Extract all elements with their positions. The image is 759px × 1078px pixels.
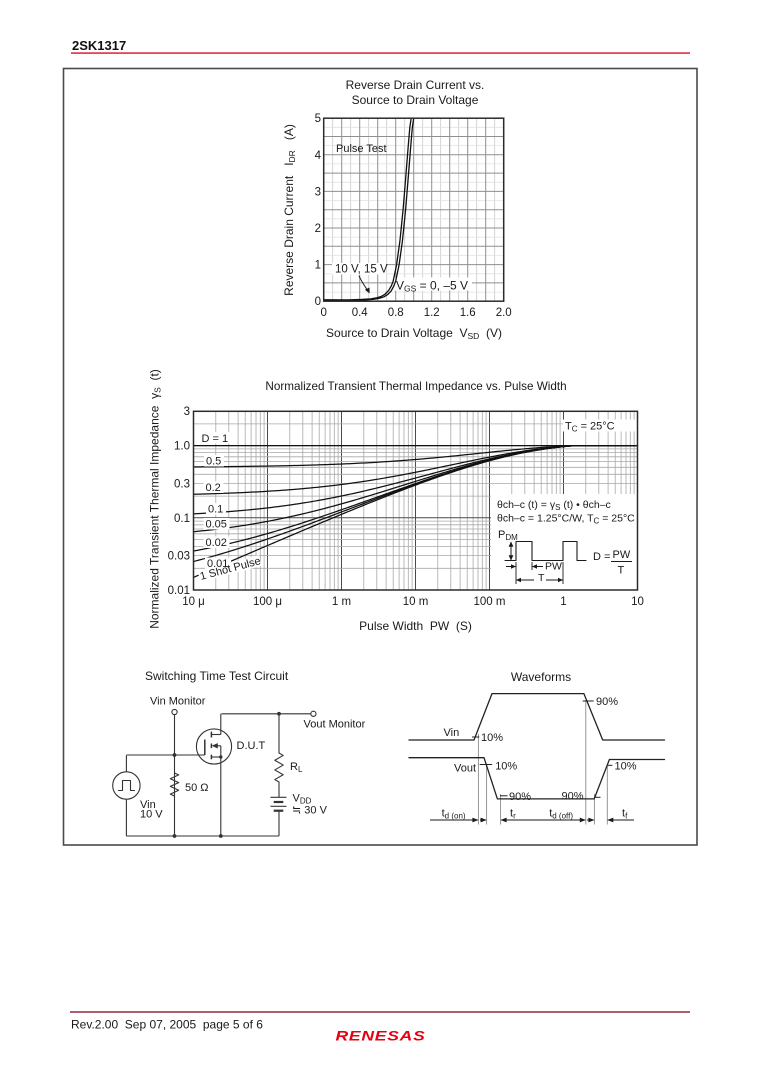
svg-text:100 μ: 100 μ (253, 596, 282, 608)
svg-text:3: 3 (315, 186, 321, 198)
svg-text:0.5: 0.5 (206, 456, 221, 468)
svg-text:0.02: 0.02 (206, 537, 227, 549)
svg-text:D = 1: D = 1 (202, 433, 229, 445)
svg-text:0.1: 0.1 (174, 513, 190, 525)
svg-text:90%: 90% (596, 696, 618, 708)
svg-text:4: 4 (315, 150, 322, 162)
svg-text:0.1: 0.1 (208, 504, 223, 516)
svg-text:0.8: 0.8 (388, 307, 404, 319)
svg-text:0: 0 (315, 296, 321, 308)
svg-text:1: 1 (315, 260, 321, 272)
svg-text:10: 10 (631, 596, 644, 608)
svg-text:50 Ω: 50 Ω (185, 782, 209, 794)
svg-text:PDM: PDM (498, 529, 518, 542)
svg-text:td (off): td (off) (549, 808, 573, 821)
svg-text:T: T (538, 572, 545, 584)
svg-text:10 V: 10 V (140, 809, 163, 821)
svg-text:Vout Monitor: Vout Monitor (304, 719, 366, 731)
svg-text:90%: 90% (509, 791, 531, 803)
svg-text:0.03: 0.03 (168, 551, 190, 563)
svg-text:TC = 25°C: TC = 25°C (565, 421, 615, 434)
svg-text:0: 0 (320, 307, 326, 319)
svg-text:Reverse Drain Current vs.: Reverse Drain Current vs. (346, 78, 485, 92)
svg-text:tr: tr (510, 808, 516, 821)
svg-text:Vin: Vin (140, 799, 156, 811)
svg-text:Vin Monitor: Vin Monitor (150, 696, 206, 708)
svg-text:θch–c = 1.25°C/W, TC = 25°C: θch–c = 1.25°C/W, TC = 25°C (497, 513, 635, 526)
svg-text:VDD: VDD (293, 793, 312, 806)
svg-text:2SK1317: 2SK1317 (72, 38, 126, 53)
svg-text:10%: 10% (615, 761, 637, 773)
svg-text:Switching Time Test Circuit: Switching Time Test Circuit (145, 669, 289, 683)
svg-text:Source to Drain Voltage VSD: Source to Drain Voltage VSD (V) (326, 326, 502, 341)
svg-text:0.01: 0.01 (207, 558, 228, 570)
svg-text:10 m: 10 m (403, 596, 429, 608)
svg-text:Vin: Vin (444, 727, 460, 739)
svg-text:Pulse Test: Pulse Test (336, 143, 387, 155)
svg-text:0.01: 0.01 (168, 585, 190, 597)
svg-text:Normalized Transient Thermal I: Normalized Transient Thermal Impedance γ… (148, 369, 163, 629)
svg-text:PW: PW (545, 561, 562, 573)
svg-text:D.U.T: D.U.T (237, 740, 266, 752)
svg-text:RL: RL (290, 761, 303, 774)
svg-text:1 m: 1 m (332, 596, 351, 608)
svg-text:0.4: 0.4 (352, 307, 369, 319)
svg-text:PW: PW (613, 549, 631, 561)
svg-text:2.0: 2.0 (496, 307, 512, 319)
svg-text:≒ 30 V: ≒ 30 V (292, 805, 328, 817)
svg-text:100 m: 100 m (474, 596, 506, 608)
svg-text:td (on): td (on) (442, 808, 466, 821)
svg-text:Reverse Drain Current IDR: Reverse Drain Current IDR (A) (282, 124, 297, 296)
svg-text:0.3: 0.3 (174, 478, 190, 490)
svg-text:10 μ: 10 μ (182, 596, 205, 608)
svg-text:0.2: 0.2 (206, 482, 221, 494)
svg-text:Rev.2.00 Sep 07, 2005 page 5: Rev.2.00 Sep 07, 2005 page 5 of 6 (71, 1018, 263, 1032)
svg-text:3: 3 (184, 406, 190, 418)
svg-text:D =: D = (593, 551, 610, 563)
svg-text:1.6: 1.6 (460, 307, 476, 319)
svg-text:2: 2 (315, 223, 321, 235)
svg-text:10%: 10% (495, 761, 517, 773)
svg-text:Source to Drain Voltage: Source to Drain Voltage (352, 93, 479, 107)
svg-text:10%: 10% (481, 732, 503, 744)
svg-text:T: T (618, 565, 625, 577)
svg-text:1: 1 (560, 596, 566, 608)
svg-text:1.2: 1.2 (424, 307, 440, 319)
svg-text:1.0: 1.0 (174, 441, 190, 453)
svg-text:Pulse Width PW (S): Pulse Width PW (S) (359, 619, 472, 633)
svg-text:5: 5 (315, 113, 321, 125)
svg-text:θch–c (t) = γS (t) • θch–c: θch–c (t) = γS (t) • θch–c (497, 499, 611, 512)
svg-text:0.05: 0.05 (206, 519, 227, 531)
svg-text:tf: tf (622, 808, 628, 821)
svg-text:90%: 90% (561, 791, 583, 803)
svg-text:Waveforms: Waveforms (511, 670, 571, 684)
svg-text:Normalized Transient Thermal I: Normalized Transient Thermal Impedance v… (265, 380, 566, 393)
svg-text:10 V, 15 V: 10 V, 15 V (335, 264, 388, 276)
svg-text:Vout: Vout (454, 763, 476, 775)
svg-text:RENESAS: RENESAS (336, 1029, 426, 1044)
